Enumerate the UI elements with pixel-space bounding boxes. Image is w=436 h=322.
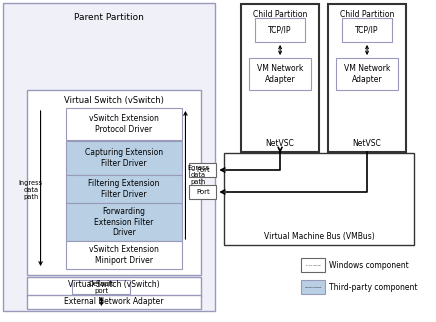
Text: Forwarding
Extension Filter
Driver: Forwarding Extension Filter Driver — [94, 207, 153, 237]
Text: VM Network
Adapter: VM Network Adapter — [344, 64, 390, 84]
Bar — [342, 18, 392, 42]
Bar — [66, 203, 181, 241]
Text: Port: Port — [196, 167, 210, 173]
Bar — [336, 58, 398, 90]
Text: Capturing Extension
Filter Driver: Capturing Extension Filter Driver — [85, 148, 163, 168]
Bar — [72, 280, 130, 294]
Text: TCP/IP: TCP/IP — [268, 25, 292, 34]
Bar — [224, 153, 414, 245]
Text: Filtering Extension
Filter Driver: Filtering Extension Filter Driver — [88, 179, 159, 199]
Text: Virtual Machine Bus (VMBus): Virtual Machine Bus (VMBus) — [264, 232, 375, 241]
Bar — [66, 241, 181, 269]
Bar — [249, 58, 311, 90]
Text: VM Network
Adapter: VM Network Adapter — [257, 64, 303, 84]
Bar — [189, 185, 216, 199]
Text: TCP/IP: TCP/IP — [355, 25, 379, 34]
Text: Child Partition: Child Partition — [253, 10, 307, 19]
Text: External Network Adapter: External Network Adapter — [64, 298, 164, 307]
Text: Port: Port — [196, 189, 210, 195]
Text: vSwitch Extension
Protocol Driver: vSwitch Extension Protocol Driver — [89, 114, 159, 134]
Text: Default
port: Default port — [89, 280, 114, 293]
Bar — [242, 4, 319, 152]
Bar — [27, 277, 201, 297]
Bar — [3, 3, 215, 311]
Text: Third-party component: Third-party component — [329, 282, 418, 291]
Text: Virtual Switch (vSwitch): Virtual Switch (vSwitch) — [64, 96, 164, 105]
Text: NetVSC: NetVSC — [353, 139, 382, 148]
Bar — [66, 175, 181, 203]
Bar — [27, 90, 201, 275]
Text: Windows component: Windows component — [329, 260, 409, 270]
Text: vSwitch Extension
Miniport Driver: vSwitch Extension Miniport Driver — [89, 245, 159, 265]
Bar — [189, 163, 216, 177]
Bar — [255, 18, 305, 42]
Text: Windows component: Windows component — [306, 264, 320, 266]
Bar — [301, 280, 324, 294]
Bar — [27, 295, 201, 309]
Bar — [301, 258, 324, 272]
Text: Virtual Switch (vSwitch): Virtual Switch (vSwitch) — [68, 280, 160, 289]
Text: Child Partition: Child Partition — [340, 10, 394, 19]
Bar — [328, 4, 405, 152]
Text: NetVSC: NetVSC — [266, 139, 294, 148]
Bar — [66, 141, 181, 175]
Text: Third-party component: Third-party component — [305, 286, 321, 288]
Text: Egress
data
path: Egress data path — [187, 165, 209, 185]
Text: Ingress
data
path: Ingress data path — [19, 180, 43, 200]
Text: Parent Partition: Parent Partition — [74, 13, 144, 22]
Bar — [66, 108, 181, 140]
